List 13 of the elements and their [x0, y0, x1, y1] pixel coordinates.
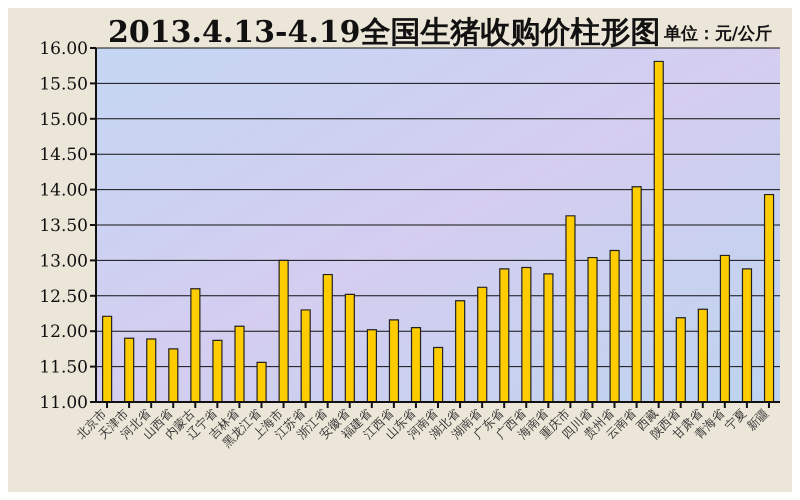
chart-title: 2013.4.13-4.19全国生猪收购价柱形图	[108, 14, 661, 52]
y-tick-label: 13.50	[39, 216, 88, 236]
y-tick-label: 11.00	[39, 393, 88, 414]
y-tick-label: 12.50	[39, 286, 88, 307]
y-tick-label: 14.50	[39, 145, 88, 166]
y-tick-label: 15.50	[39, 74, 88, 94]
y-tick-label: 15.00	[39, 110, 88, 130]
chart-subtitle: 单位：元/公斤	[664, 23, 772, 45]
y-tick-label: 13.00	[39, 251, 88, 272]
y-tick-label: 12.00	[39, 322, 88, 342]
y-tick-label: 11.50	[39, 358, 88, 378]
y-tick-label: 16.00	[39, 39, 88, 60]
y-tick-label: 14.00	[39, 180, 88, 201]
